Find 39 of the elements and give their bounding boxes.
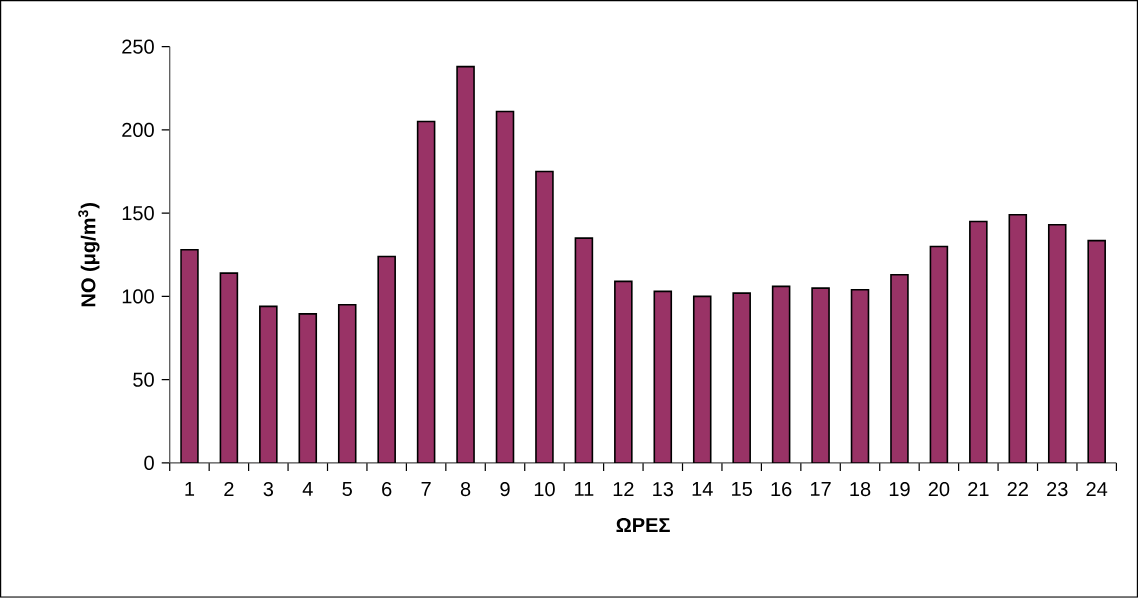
x-tick-label: 9 — [500, 482, 510, 497]
x-tick-label: 5 — [342, 482, 352, 497]
x-tick-label: 10 — [534, 482, 555, 497]
bar — [416, 120, 436, 464]
y-tick-label: 50 — [133, 372, 154, 387]
x-tick-label: 11 — [575, 482, 594, 496]
x-tick-label: 2 — [224, 482, 234, 497]
bar — [850, 289, 870, 464]
x-tick-label: 4 — [302, 482, 313, 496]
x-tick-label: 22 — [1007, 482, 1028, 497]
x-tick-label: 20 — [928, 482, 950, 497]
x-tick-label: 16 — [771, 482, 792, 497]
x-tick-label: 17 — [810, 482, 831, 496]
x-tick-label: 15 — [732, 482, 752, 497]
x-tick-label: 13 — [653, 482, 674, 497]
x-tick-label: 7 — [421, 482, 431, 496]
bar — [929, 245, 949, 464]
y-tick-label: 100 — [122, 289, 154, 304]
x-tick-label: 12 — [613, 482, 634, 497]
x-axis-title: ΩΡΕΣ — [616, 518, 670, 533]
bar — [771, 285, 791, 464]
x-tick-label: 1 — [185, 482, 195, 496]
y-axis-title: NO (μg/m$^{3}$) — [78, 203, 100, 307]
y-tick-label: 0 — [144, 456, 154, 471]
x-tick-label: 21 — [968, 482, 989, 497]
x-tick-label: 8 — [460, 482, 471, 497]
y-tick-label: 250 — [122, 39, 154, 54]
y-tick-label: 200 — [122, 122, 154, 138]
x-tick-label: 6 — [382, 482, 392, 497]
y-tick-label: 150 — [122, 206, 154, 221]
x-tick-label: 3 — [263, 482, 274, 497]
bar — [219, 272, 239, 464]
x-tick-label: 18 — [850, 482, 871, 497]
bar — [495, 110, 515, 464]
x-tick-label: 19 — [889, 482, 910, 497]
x-tick-label: 24 — [1086, 482, 1108, 497]
x-tick-label: 14 — [692, 482, 713, 496]
x-tick-label: 23 — [1047, 482, 1068, 497]
bar — [574, 237, 594, 464]
